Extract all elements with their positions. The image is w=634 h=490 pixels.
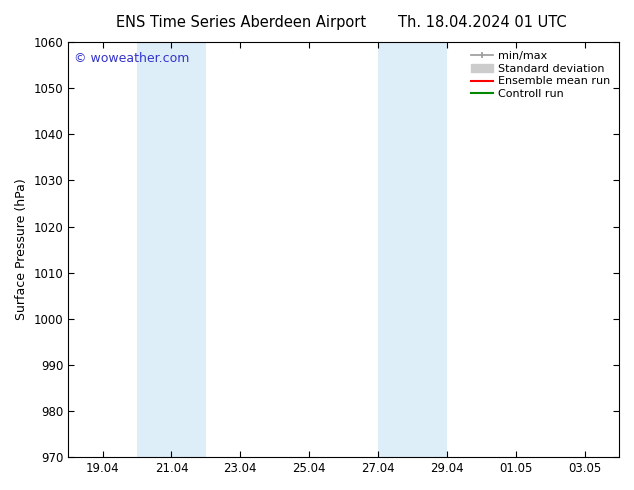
Text: ENS Time Series Aberdeen Airport: ENS Time Series Aberdeen Airport xyxy=(116,15,366,30)
Bar xyxy=(137,42,206,457)
Y-axis label: Surface Pressure (hPa): Surface Pressure (hPa) xyxy=(15,179,28,320)
Text: Th. 18.04.2024 01 UTC: Th. 18.04.2024 01 UTC xyxy=(398,15,566,30)
Bar xyxy=(378,42,447,457)
Legend: min/max, Standard deviation, Ensemble mean run, Controll run: min/max, Standard deviation, Ensemble me… xyxy=(468,48,614,102)
Text: © woweather.com: © woweather.com xyxy=(74,52,189,66)
